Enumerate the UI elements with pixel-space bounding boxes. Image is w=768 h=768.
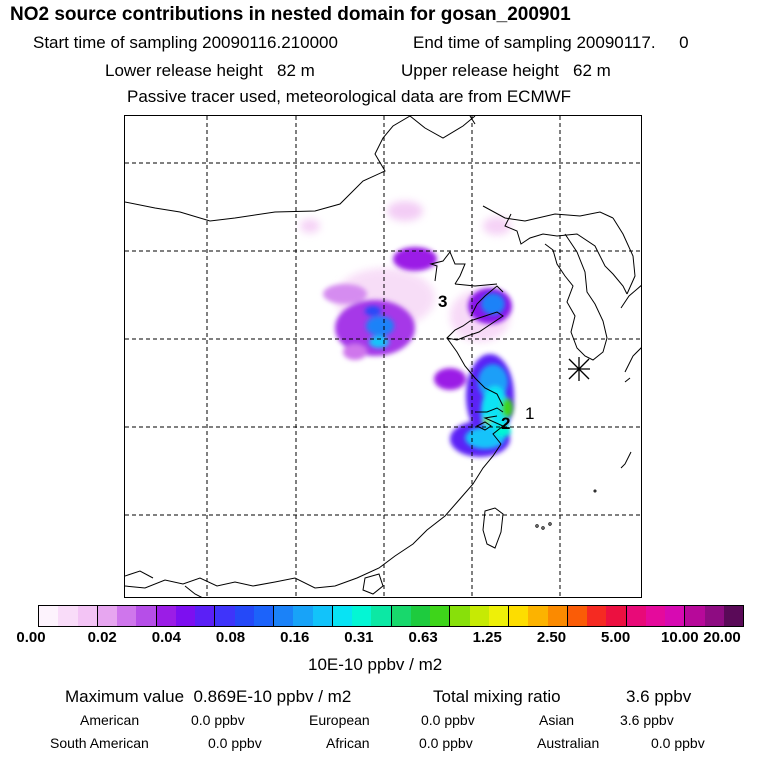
region-value-south-american: 0.0 ppbv bbox=[208, 735, 262, 751]
lower-release-height: Lower release height 82 m bbox=[105, 61, 315, 80]
upper-release-height: Upper release height 62 m bbox=[401, 61, 611, 80]
colorbar-cell bbox=[136, 606, 157, 626]
source-label-1: 1 bbox=[525, 404, 535, 423]
colorbar-cell bbox=[274, 606, 294, 626]
colorbar-cell bbox=[77, 606, 98, 626]
start-time-label: Start time of sampling 20090116.210000 bbox=[33, 33, 338, 52]
colorbar-cell bbox=[332, 606, 352, 626]
region-name-african: African bbox=[326, 735, 370, 751]
region-name-european: European bbox=[309, 712, 370, 728]
map-title: NO2 source contributions in nested domai… bbox=[10, 4, 571, 25]
colorbar-cell bbox=[391, 606, 411, 626]
colorbar-cell bbox=[156, 606, 176, 626]
region-value-european: 0.0 ppbv bbox=[421, 712, 475, 728]
gridlines bbox=[125, 116, 641, 597]
colorbar-tick-label: 0.08 bbox=[215, 629, 246, 646]
colorbar-tick-label: 0.16 bbox=[280, 629, 310, 646]
colorbar-cell bbox=[587, 606, 607, 626]
colorbar-tick-label: 5.00 bbox=[601, 629, 631, 646]
colorbar-cell bbox=[430, 606, 451, 626]
colorbar-cell bbox=[352, 606, 372, 626]
colorbar-cell bbox=[645, 606, 665, 626]
colorbar-tick-label: 0.02 bbox=[87, 629, 117, 646]
colorbar-cell bbox=[195, 606, 216, 626]
map-panel: 3 2 1 bbox=[124, 115, 642, 598]
source-label-2: 2 bbox=[501, 414, 511, 433]
colorbar-cell bbox=[371, 606, 392, 626]
colorbar bbox=[38, 605, 744, 627]
colorbar-tick-label: 10.00 bbox=[661, 629, 699, 646]
concentration-plume bbox=[300, 201, 514, 457]
colorbar-cell bbox=[312, 606, 333, 626]
colorbar-tick-label: 0.04 bbox=[151, 629, 181, 646]
colorbar-cell bbox=[234, 606, 254, 626]
colorbar-cell bbox=[450, 606, 470, 626]
colorbar-cell bbox=[293, 606, 313, 626]
colorbar-cell bbox=[97, 606, 117, 626]
colorbar-tick-label: 0.00 bbox=[16, 629, 46, 646]
region-value-african: 0.0 ppbv bbox=[419, 735, 473, 751]
colorbar-tick-label: 0.63 bbox=[408, 629, 438, 646]
total-mixing-value: 3.6 ppbv bbox=[626, 687, 692, 706]
colorbar-cell bbox=[253, 606, 274, 626]
colorbar-tick-label: 2.50 bbox=[536, 629, 567, 646]
map-canvas bbox=[125, 116, 641, 597]
colorbar-cell bbox=[567, 606, 587, 626]
star-marker-icon bbox=[568, 357, 590, 381]
colorbar-cell bbox=[626, 606, 646, 626]
region-value-asian: 3.6 ppbv bbox=[620, 712, 674, 728]
colorbar-cell bbox=[528, 606, 548, 626]
tracer-note: Passive tracer used, meteorological data… bbox=[127, 87, 572, 106]
total-mixing-label: Total mixing ratio bbox=[433, 687, 561, 706]
colorbar-cell bbox=[410, 606, 430, 626]
coastlines bbox=[125, 116, 641, 597]
region-name-australian: Australian bbox=[537, 735, 600, 751]
region-name-south-american: South American bbox=[50, 735, 149, 751]
end-time-label: End time of sampling 20090117. 0 bbox=[413, 33, 689, 52]
maximum-value: Maximum value 0.869E-10 ppbv / m2 bbox=[65, 687, 352, 706]
colorbar-cell bbox=[547, 606, 568, 626]
colorbar-cell bbox=[488, 606, 509, 626]
colorbar-cell bbox=[606, 606, 627, 626]
colorbar-cell bbox=[509, 606, 529, 626]
colorbar-cell bbox=[175, 606, 195, 626]
colorbar-cell bbox=[723, 606, 743, 626]
colorbar-cell bbox=[215, 606, 235, 626]
colorbar-cell bbox=[117, 606, 137, 626]
region-value-australian: 0.0 ppbv bbox=[651, 735, 705, 751]
colorbar-cell bbox=[665, 606, 686, 626]
colorbar-cell bbox=[469, 606, 489, 626]
colorbar-cell bbox=[704, 606, 724, 626]
colorbar-unit: 10E-10 ppbv / m2 bbox=[308, 655, 443, 674]
colorbar-cell bbox=[39, 606, 59, 626]
colorbar-cell bbox=[685, 606, 705, 626]
colorbar-tick-label: 1.25 bbox=[472, 629, 502, 646]
region-name-asian: Asian bbox=[539, 712, 575, 728]
colorbar-cell bbox=[58, 606, 78, 626]
region-name-american: American bbox=[80, 712, 140, 728]
region-value-american: 0.0 ppbv bbox=[191, 712, 245, 728]
colorbar-tick-label: 0.31 bbox=[344, 629, 374, 646]
source-label-3: 3 bbox=[438, 292, 448, 311]
colorbar-tick-label: 20.00 bbox=[703, 629, 741, 646]
